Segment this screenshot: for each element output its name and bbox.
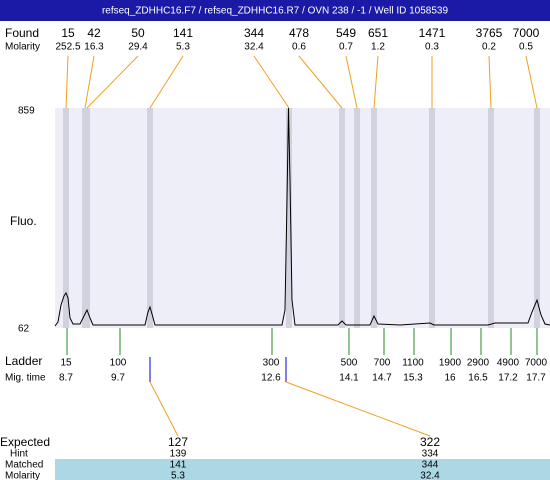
plot-area (55, 108, 550, 328)
peak-link (488, 55, 492, 109)
expected-link (285, 381, 431, 437)
peak-band (354, 108, 360, 328)
peak-link (525, 55, 538, 109)
found-size: 478 (289, 26, 309, 40)
found-size: 651 (368, 26, 388, 40)
peak-band (339, 108, 345, 328)
peak-link (345, 55, 358, 109)
peak-band (429, 108, 435, 328)
ladder-time: 17.2 (498, 373, 518, 384)
ladder-size: 4900 (497, 358, 520, 369)
ladder-size: 500 (341, 358, 358, 369)
found-molarity: 0.6 (292, 42, 306, 53)
ladder-time: 14.7 (372, 373, 392, 384)
matched-size: 344 (422, 460, 439, 471)
found-molarity: 0.5 (519, 42, 533, 53)
ladder-time: 16 (444, 373, 456, 384)
ladder-time: 16.5 (468, 373, 488, 384)
found-size: 42 (87, 26, 101, 40)
ladder-time: 15.3 (403, 373, 423, 384)
found-size: 3765 (476, 26, 503, 40)
matched-band (55, 459, 550, 480)
ladder-size: 1900 (439, 358, 462, 369)
peak-band (371, 108, 377, 328)
ladder-size: 300 (263, 358, 280, 369)
hint-size: 139 (170, 449, 187, 460)
found-molarity: 16.3 (84, 42, 104, 53)
ladder-time: 14.1 (339, 373, 359, 384)
ladder-time: 8.7 (59, 373, 73, 384)
ladder-size: 15 (60, 358, 72, 369)
found-size: 344 (244, 26, 264, 40)
y-min-label: 62 (18, 324, 30, 335)
found-molarity: 0.3 (425, 42, 439, 53)
ladder-time: 12.6 (261, 373, 281, 384)
trace (54, 107, 550, 327)
peak-band (63, 108, 69, 328)
ladder-time: 17.7 (526, 373, 546, 384)
header-bar (0, 0, 550, 21)
hint-size: 334 (422, 449, 439, 460)
found-molarity: 5.3 (176, 42, 190, 53)
peak-link (149, 55, 184, 109)
found-size: 141 (173, 26, 193, 40)
molarity-label: Molarity (5, 42, 40, 53)
expected-link (149, 381, 179, 437)
found-size: 50 (131, 26, 145, 40)
peak-link (373, 55, 379, 109)
ladder-time: 9.7 (111, 373, 125, 384)
ladder-size: 100 (110, 358, 127, 369)
peak-link (86, 55, 139, 109)
found-size: 549 (336, 26, 356, 40)
found-molarity: 0.7 (339, 42, 353, 53)
peak-link (253, 55, 290, 109)
expected-label: Expected (0, 435, 50, 449)
peak-band (534, 108, 540, 328)
ladder-size: 7000 (525, 358, 548, 369)
expected-molarity: 5.3 (171, 471, 185, 480)
found-size: 7000 (513, 26, 540, 40)
found-molarity: 252.5 (55, 42, 80, 53)
header-title: refseq_ZDHHC16.F7 / refseq_ZDHHC16.R7 / … (102, 6, 449, 17)
found-label: Found (5, 26, 39, 40)
expected-molarity-label: Molarity (5, 471, 40, 480)
peak-band (488, 108, 494, 328)
ladder-label: Ladder (5, 354, 42, 368)
expected-molarity: 32.4 (420, 471, 440, 480)
found-molarity: 32.4 (244, 42, 264, 53)
found-molarity: 29.4 (128, 42, 148, 53)
expected-size: 322 (420, 435, 440, 449)
peak-band (147, 108, 153, 328)
y-max-label: 859 (18, 106, 35, 117)
y-axis-label: Fluo. (10, 214, 37, 228)
ladder-size: 700 (374, 358, 391, 369)
ladder-size: 1100 (402, 358, 424, 369)
peak-band (286, 108, 292, 328)
found-size: 15 (61, 26, 75, 40)
found-molarity: 1.2 (371, 42, 385, 53)
hint-label: Hint (10, 449, 28, 460)
ladder-size: 2900 (467, 358, 490, 369)
matched-size: 141 (170, 460, 187, 471)
matched-label: Matched (5, 460, 43, 471)
mig-time-label: Mig. time (5, 373, 46, 384)
peak-link (65, 55, 69, 109)
expected-size: 127 (168, 435, 188, 449)
found-size: 1471 (419, 26, 446, 40)
found-molarity: 0.2 (482, 42, 496, 53)
peak-band (84, 108, 90, 328)
peak-link (84, 55, 95, 109)
peak-link (298, 55, 343, 109)
